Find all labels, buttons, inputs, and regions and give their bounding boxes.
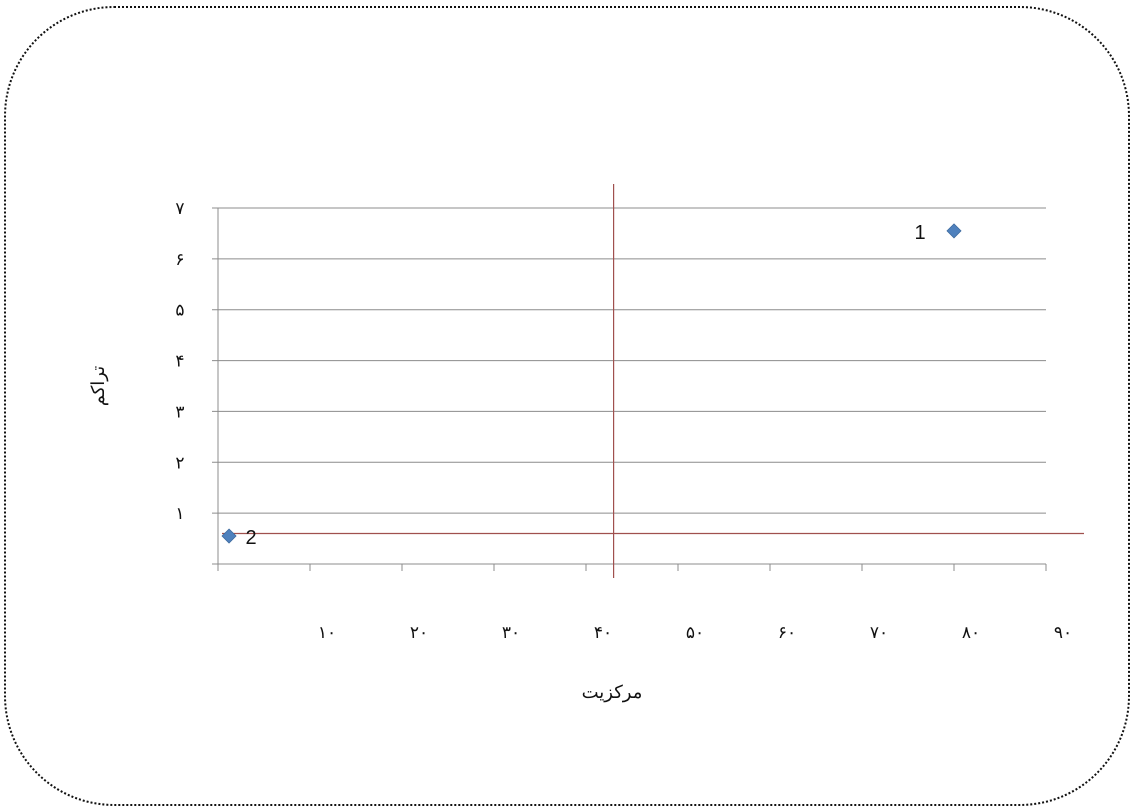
y-tick-label-3: ۳ (175, 402, 184, 422)
y-tick-label-4: ۴ (175, 352, 184, 372)
grid-lines (212, 207, 1046, 514)
x-tick-label-50: ۵۰ (686, 623, 704, 643)
x-tick-label-60: ۶۰ (778, 623, 796, 643)
x-tick-label-10: ۱۰ (318, 623, 336, 643)
reference-lines (222, 184, 1084, 578)
y-tick-label-6: ۶ (175, 250, 184, 270)
x-axis-title: مرکزیت (582, 682, 643, 703)
x-tick-label-30: ۳۰ (502, 623, 520, 643)
data-point-1 (946, 223, 962, 239)
tick-labels: ۱ ۲ ۳ ۴ ۵ ۶ ۷ ۱۰ ۲۰ ۳۰ ۴۰ ۵۰ ۶۰ ۷۰ ۸۰ ۹۰ (175, 199, 1072, 643)
y-tick-label-5: ۵ (175, 301, 184, 321)
y-axis-title: تراکم (88, 366, 109, 407)
x-tick-label-90: ۹۰ (1054, 623, 1072, 643)
x-tick-label-70: ۷۰ (870, 623, 888, 643)
y-tick-label-1: ۱ (175, 504, 184, 524)
data-point-label-2: 2 (245, 527, 256, 549)
y-tick-label-7: ۷ (175, 199, 184, 219)
data-point-2 (221, 528, 237, 544)
x-tick-label-20: ۲۰ (410, 623, 428, 643)
x-tick-label-40: ۴۰ (594, 623, 612, 643)
chart-frame (4, 6, 1130, 806)
x-tick-label-80: ۸۰ (962, 623, 980, 643)
axes (212, 208, 1047, 571)
y-tick-label-2: ۲ (175, 453, 184, 473)
data-points: 12 (221, 222, 962, 549)
data-point-label-1: 1 (914, 222, 925, 244)
